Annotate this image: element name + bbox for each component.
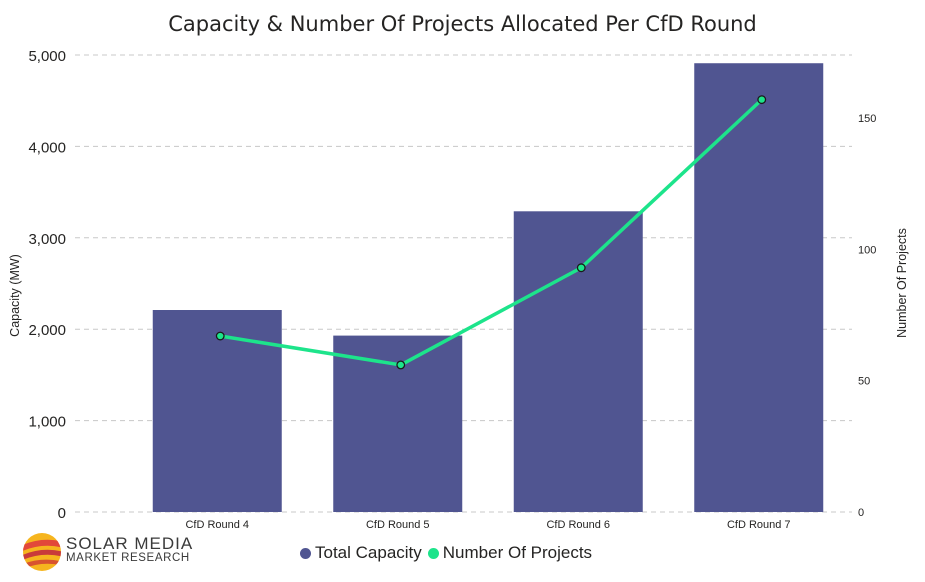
point-number-of-projects bbox=[396, 360, 406, 370]
chart-title: Capacity & Number Of Projects Allocated … bbox=[168, 12, 757, 36]
y-tick-label: 0 bbox=[58, 505, 66, 522]
point-number-of-projects bbox=[215, 331, 225, 341]
y-tick-label: 5,000 bbox=[28, 48, 66, 65]
legend: Total Capacity Number Of Projects bbox=[300, 543, 598, 563]
x-tick-label: CfD Round 5 bbox=[366, 519, 430, 531]
solar-media-logo-icon bbox=[23, 533, 61, 571]
solar-media-logo: SOLAR MEDIA MARKET RESEARCH bbox=[22, 532, 192, 574]
y-axis-title: Capacity (MW) bbox=[8, 254, 22, 337]
point-number-of-projects bbox=[757, 95, 767, 105]
y-tick-label: 1,000 bbox=[28, 414, 66, 431]
legend-label-total-capacity: Total Capacity bbox=[315, 543, 422, 562]
bar-total-capacity bbox=[152, 310, 282, 512]
y2-tick-label: 100 bbox=[858, 244, 876, 256]
y2-tick-label: 0 bbox=[858, 507, 864, 519]
legend-marker-total-capacity bbox=[300, 547, 311, 559]
axes: 0 1,000 2,000 3,000 4,000 5,000 0 50 100 150 Capac… bbox=[8, 48, 909, 531]
legend-label-number-of-projects: Number Of Projects bbox=[442, 543, 593, 562]
y-tick-label: 4,000 bbox=[28, 139, 66, 156]
x-tick-label: CfD Round 6 bbox=[546, 519, 610, 531]
line-number-of-projects bbox=[219, 98, 763, 367]
bar-total-capacity bbox=[513, 211, 643, 512]
x-tick-label: CfD Round 7 bbox=[727, 519, 791, 531]
logo-text-solar-media: SOLAR MEDIA bbox=[66, 534, 194, 553]
legend-item-number-of-projects[interactable]: Number Of Projects bbox=[427, 543, 593, 563]
line-series bbox=[215, 95, 767, 370]
bar-total-capacity bbox=[694, 63, 824, 512]
x-tick-label: CfD Round 4 bbox=[185, 519, 249, 531]
y-tick-label: 2,000 bbox=[28, 322, 66, 339]
logo-text-market-research: MARKET RESEARCH bbox=[66, 552, 190, 564]
legend-marker-number-of-projects bbox=[427, 547, 439, 559]
y2-axis-title: Number Of Projects bbox=[895, 228, 909, 338]
bar-series bbox=[152, 63, 824, 512]
point-number-of-projects bbox=[576, 263, 586, 273]
y2-tick-label: 150 bbox=[858, 113, 876, 125]
y2-tick-label: 50 bbox=[858, 376, 870, 388]
y-tick-label: 3,000 bbox=[28, 231, 66, 248]
legend-item-total-capacity[interactable]: Total Capacity bbox=[300, 543, 422, 563]
